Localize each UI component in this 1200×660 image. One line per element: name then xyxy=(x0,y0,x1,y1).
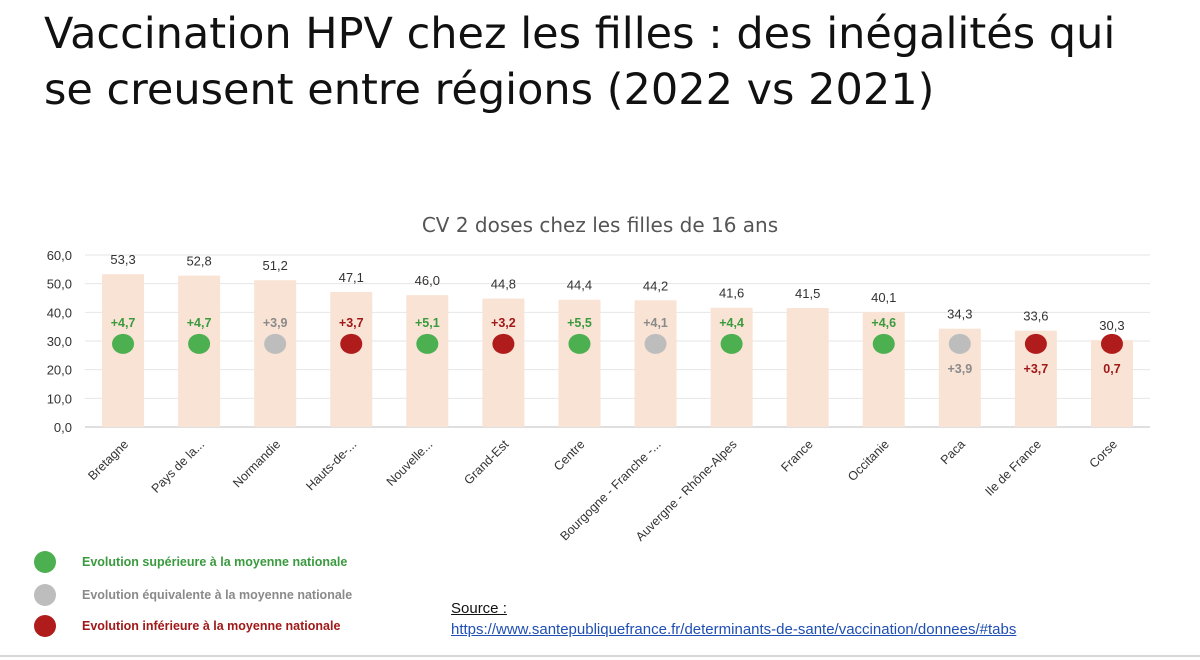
evolution-dot xyxy=(264,333,287,354)
evolution-label: +3,9 xyxy=(947,362,972,376)
bar xyxy=(330,291,373,427)
x-tick-label: Pays de la... xyxy=(149,437,208,496)
evolution-dot xyxy=(112,333,135,354)
y-tick-label: 10,0 xyxy=(47,391,72,406)
bar-chart: CV 2 doses chez les filles de 16 ans 0,0… xyxy=(47,213,1150,544)
evolution-dot xyxy=(948,333,971,354)
evolution-label: +3,7 xyxy=(1024,362,1049,376)
bar xyxy=(482,298,525,427)
y-tick-label: 60,0 xyxy=(47,248,72,263)
source-block: Source : https://www.santepubliquefrance… xyxy=(451,598,1016,640)
value-label: 46,0 xyxy=(415,273,440,288)
y-axis: 0,0 10,0 20,0 30,0 40,0 50,0 60,0 xyxy=(47,248,72,435)
evolution-label: 0,7 xyxy=(1103,362,1120,376)
legend-item-inferieure: Evolution inférieure à la moyenne nation… xyxy=(34,613,340,639)
legend-label: Evolution inférieure à la moyenne nation… xyxy=(82,619,341,633)
legend-label: Evolution équivalente à la moyenne natio… xyxy=(82,588,353,602)
value-label: 51,2 xyxy=(263,258,288,273)
y-tick-label: 40,0 xyxy=(47,305,72,320)
value-label: 44,2 xyxy=(643,278,668,293)
value-label: 44,8 xyxy=(491,277,516,292)
evolution-label: +3,7 xyxy=(339,316,364,330)
bar xyxy=(558,299,601,427)
value-label: 41,6 xyxy=(719,286,744,301)
value-label: 52,8 xyxy=(186,254,211,269)
red-dot-icon xyxy=(34,615,56,637)
value-label: 47,1 xyxy=(339,270,364,285)
evolution-dot xyxy=(872,333,895,354)
value-label: 44,4 xyxy=(567,278,592,293)
x-tick-label: Hauts-de-... xyxy=(303,437,359,493)
source-label: Source : xyxy=(451,600,507,617)
evolution-label: +5,5 xyxy=(567,316,592,330)
bar xyxy=(634,300,677,427)
legend-item-equivalente: Evolution équivalente à la moyenne natio… xyxy=(34,582,352,608)
y-tick-label: 0,0 xyxy=(54,420,72,435)
chart-gridlines xyxy=(85,254,1150,428)
value-label: 34,3 xyxy=(947,307,972,322)
legend-item-superieure: Evolution supérieure à la moyenne nation… xyxy=(34,549,347,575)
slide-title: Vaccination HPV chez les filles : des in… xyxy=(44,9,1116,115)
source-link[interactable]: https://www.santepubliquefrance.fr/deter… xyxy=(451,621,1017,638)
value-label: 30,3 xyxy=(1099,318,1124,333)
chart-title: CV 2 doses chez les filles de 16 ans xyxy=(422,213,778,237)
evolution-label: +4,1 xyxy=(643,316,668,330)
bar xyxy=(710,307,753,427)
y-tick-label: 30,0 xyxy=(47,334,72,349)
bars: 53,3 +4,7 52,8 +4,7 51,2 +3,9 47,1 +3,7 46,0 +5,1… xyxy=(102,252,1133,427)
value-label: 33,6 xyxy=(1023,309,1048,324)
value-label: 53,3 xyxy=(110,252,135,267)
divider xyxy=(0,655,1200,657)
x-tick-label: Corse xyxy=(1087,437,1121,471)
evolution-dot xyxy=(720,333,743,354)
x-tick-label: Centre xyxy=(551,437,587,473)
x-tick-label: Bretagne xyxy=(85,437,131,483)
grey-dot-icon xyxy=(34,584,56,606)
bar xyxy=(1090,340,1133,427)
x-tick-label: Occitanie xyxy=(845,437,892,484)
evolution-dot xyxy=(188,333,211,354)
bar xyxy=(786,308,829,427)
x-axis: Bretagne Pays de la... Normandie Hauts-de-.… xyxy=(85,437,1120,544)
x-tick-label: Grand-Est xyxy=(461,437,512,488)
x-tick-label: Ile de France xyxy=(983,437,1045,499)
legend-label: Evolution supérieure à la moyenne nation… xyxy=(82,555,348,569)
evolution-label: +5,1 xyxy=(415,316,440,330)
evolution-label: +3,2 xyxy=(491,316,516,330)
evolution-dot xyxy=(416,333,439,354)
x-tick-label: Paca xyxy=(938,437,968,467)
evolution-dot xyxy=(340,333,363,354)
x-tick-label: Nouvelle... xyxy=(384,437,436,489)
y-tick-label: 50,0 xyxy=(47,277,72,292)
value-label: 41,5 xyxy=(795,286,820,301)
x-tick-label: France xyxy=(778,437,815,474)
evolution-dot xyxy=(644,333,667,354)
evolution-label: +3,9 xyxy=(263,316,288,330)
bar xyxy=(862,312,905,427)
bar xyxy=(406,295,449,427)
evolution-label: +4,7 xyxy=(111,316,136,330)
value-label: 40,1 xyxy=(871,290,896,305)
x-tick-label: Normandie xyxy=(230,437,283,490)
evolution-label: +4,4 xyxy=(719,316,744,330)
evolution-label: +4,7 xyxy=(187,316,212,330)
evolution-dot xyxy=(1024,333,1047,354)
green-dot-icon xyxy=(34,551,56,573)
evolution-label: +4,6 xyxy=(871,316,896,330)
evolution-dot xyxy=(568,333,591,354)
y-tick-label: 20,0 xyxy=(47,363,72,378)
evolution-dot xyxy=(1100,333,1123,354)
evolution-dot xyxy=(492,333,515,354)
